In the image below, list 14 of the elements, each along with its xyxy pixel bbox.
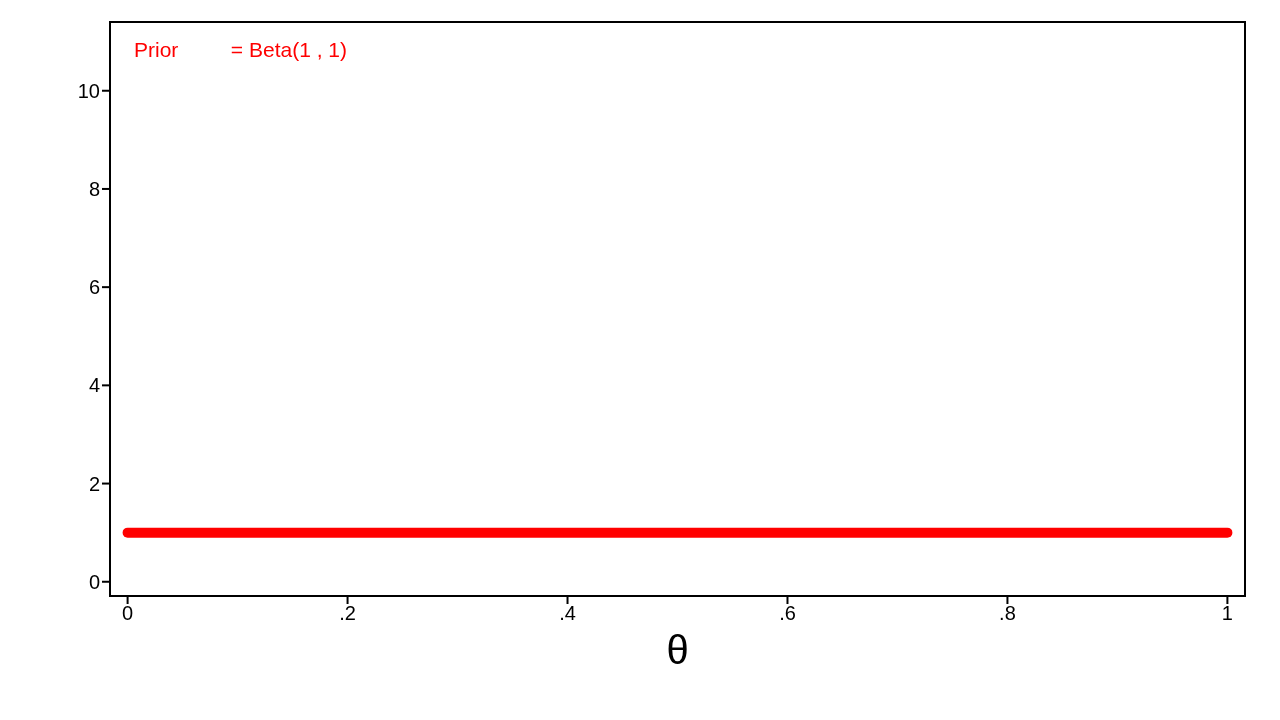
x-axis-title: θ [666,628,689,673]
y-tick-label: 10 [77,79,100,102]
x-tick-label: .6 [779,602,796,625]
x-tick-label: .8 [999,602,1016,625]
x-tick-label: .4 [559,602,576,625]
y-tick-label: 4 [88,374,100,397]
x-tick-label: 0 [122,602,134,625]
y-tick-label: 0 [88,570,100,593]
x-tick-label: 1 [1221,602,1233,625]
y-tick-label: 6 [88,276,100,299]
y-tick-label: 2 [88,472,100,495]
y-tick-label: 8 [88,178,100,201]
annotation: Prior = Beta(1 , 1) [134,38,347,62]
x-tick-label: .2 [339,602,356,625]
